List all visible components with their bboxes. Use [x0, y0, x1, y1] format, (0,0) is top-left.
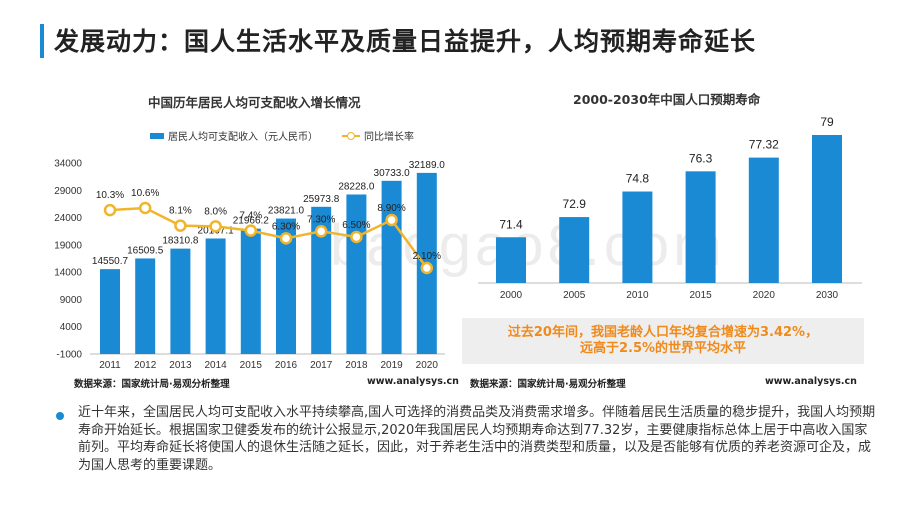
- life-expectancy-bar: [622, 191, 653, 283]
- bullet-dot: [56, 412, 64, 420]
- right-url: www.analysys.cn: [765, 376, 857, 387]
- x-tick-label: 2005: [563, 290, 586, 301]
- life-expectancy-label: 74.8: [626, 172, 650, 186]
- page-title: 发展动力：国人生活水平及质量日益提升，人均预期寿命延长: [54, 27, 757, 56]
- x-tick-label: 2015: [240, 360, 263, 371]
- callout-line-1: 过去20年间，我国老龄人口年均复合增速为3.42%，: [507, 325, 819, 340]
- life-expectancy-label: 76.3: [689, 151, 713, 165]
- life-expectancy-label: 71.4: [499, 217, 523, 231]
- x-tick-label: 2010: [626, 290, 649, 301]
- x-tick-label: 2015: [689, 290, 712, 301]
- growth-rate-label: 2.10%: [413, 251, 441, 262]
- growth-rate-point: [174, 219, 187, 232]
- growth-rate-point: [244, 224, 258, 237]
- income-bar: [381, 180, 402, 354]
- growth-rate-label: 7.30%: [307, 214, 335, 225]
- income-bar: [135, 258, 156, 354]
- x-tick-label: 2016: [275, 360, 298, 371]
- legend-bar-label: 居民人均可支配收入（元人民币）: [168, 132, 318, 143]
- income-bar-label: 25973.8: [303, 194, 340, 205]
- x-tick-label: 2012: [134, 360, 157, 371]
- life-expectancy-bar: [748, 157, 779, 283]
- income-bar-label: 32189.0: [409, 160, 446, 171]
- income-bar: [311, 206, 332, 354]
- life-expectancy-label: 72.9: [563, 197, 587, 211]
- growth-rate-label: 8.1%: [169, 206, 192, 217]
- growth-rate-point: [420, 261, 434, 275]
- legend-line-swatch: [342, 131, 360, 141]
- left-url: www.analysys.cn: [367, 376, 459, 387]
- income-bar: [170, 248, 191, 354]
- y-tick-label: 24000: [54, 213, 82, 224]
- y-tick-label: 29000: [54, 186, 82, 197]
- growth-rate-label: 10.3%: [96, 190, 124, 201]
- x-tick-label: 2017: [310, 360, 333, 371]
- x-tick-label: 2020: [753, 290, 776, 301]
- legend-line-label: 同比增长率: [364, 132, 414, 143]
- life-expectancy-bar: [685, 171, 716, 283]
- income-bar-label: 30733.0: [374, 168, 411, 179]
- life-expectancy-bar: [812, 135, 842, 283]
- callout-box: 过去20年间，我国老龄人口年均复合增速为3.42%， 远高于2.5%的世界平均水…: [462, 318, 864, 364]
- y-tick-label: 9000: [60, 295, 83, 306]
- growth-rate-point: [350, 230, 363, 244]
- growth-rate-label: 6.50%: [342, 220, 370, 231]
- growth-rate-point: [279, 232, 293, 245]
- callout-line-2: 远高于2.5%的世界平均水平: [579, 341, 747, 356]
- income-bar: [276, 218, 296, 354]
- growth-rate-label: 6.30%: [272, 221, 300, 232]
- growth-rate-point: [314, 225, 328, 238]
- growth-rate-line: [109, 206, 428, 269]
- x-tick-label: 2011: [99, 360, 121, 371]
- growth-rate-point: [209, 220, 222, 233]
- y-tick-label: 34000: [54, 159, 82, 170]
- left-source: 数据来源：国家统计局·易观分析整理: [74, 379, 230, 390]
- income-bar: [100, 269, 120, 354]
- growth-rate-label: 10.6%: [131, 188, 159, 199]
- right-chart-title: 2000-2030年中国人口预期寿命: [573, 92, 761, 107]
- life-expectancy-bar: [559, 217, 590, 283]
- body-paragraph: 近十年来，全国居民人均可支配收入水平持续攀高,国人可选择的消费品类及消费需求增多…: [78, 405, 876, 473]
- y-tick-label: 4000: [60, 322, 83, 333]
- x-tick-label: 2000: [500, 290, 523, 301]
- income-bar-label: 14550.7: [92, 256, 129, 267]
- legend-bar-swatch: [150, 132, 164, 139]
- x-tick-label: 2019: [380, 360, 403, 371]
- y-tick-label: 14000: [54, 268, 82, 279]
- y-tick-label: 19000: [54, 240, 82, 251]
- growth-rate-label: 8.0%: [204, 206, 227, 217]
- growth-rate-point: [385, 213, 398, 227]
- income-bar: [240, 228, 261, 354]
- y-tick-label: -1000: [56, 350, 82, 361]
- income-bar-label: 16509.5: [127, 245, 164, 256]
- growth-rate-label: 7.4%: [239, 211, 262, 222]
- income-bar-label: 28228.0: [338, 181, 375, 192]
- income-bar-label: 23821.0: [268, 206, 305, 217]
- left-chart-legend: 居民人均可支配收入（元人民币） 同比增长率: [150, 128, 414, 143]
- life-expectancy-bar: [496, 237, 526, 283]
- income-bar-label: 18310.8: [162, 236, 199, 247]
- x-tick-label: 2018: [345, 360, 368, 371]
- growth-rate-label: 8.90%: [377, 203, 405, 214]
- life-expectancy-label: 77.32: [749, 138, 779, 152]
- x-tick-label: 2013: [169, 360, 192, 371]
- x-tick-label: 2020: [416, 360, 439, 371]
- x-tick-label: 2014: [204, 360, 227, 371]
- x-tick-label: 2030: [816, 290, 839, 301]
- title-accent-bar: [40, 24, 44, 58]
- left-chart-title: 中国历年居民人均可支配收入增长情况: [148, 95, 361, 110]
- income-bar: [205, 238, 226, 354]
- life-expectancy-label: 79: [820, 115, 834, 129]
- growth-rate-point: [103, 203, 117, 217]
- growth-rate-point: [138, 201, 152, 215]
- right-source: 数据来源：国家统计局·易观分析整理: [470, 379, 626, 390]
- income-bar-label: 21966.2: [233, 216, 270, 227]
